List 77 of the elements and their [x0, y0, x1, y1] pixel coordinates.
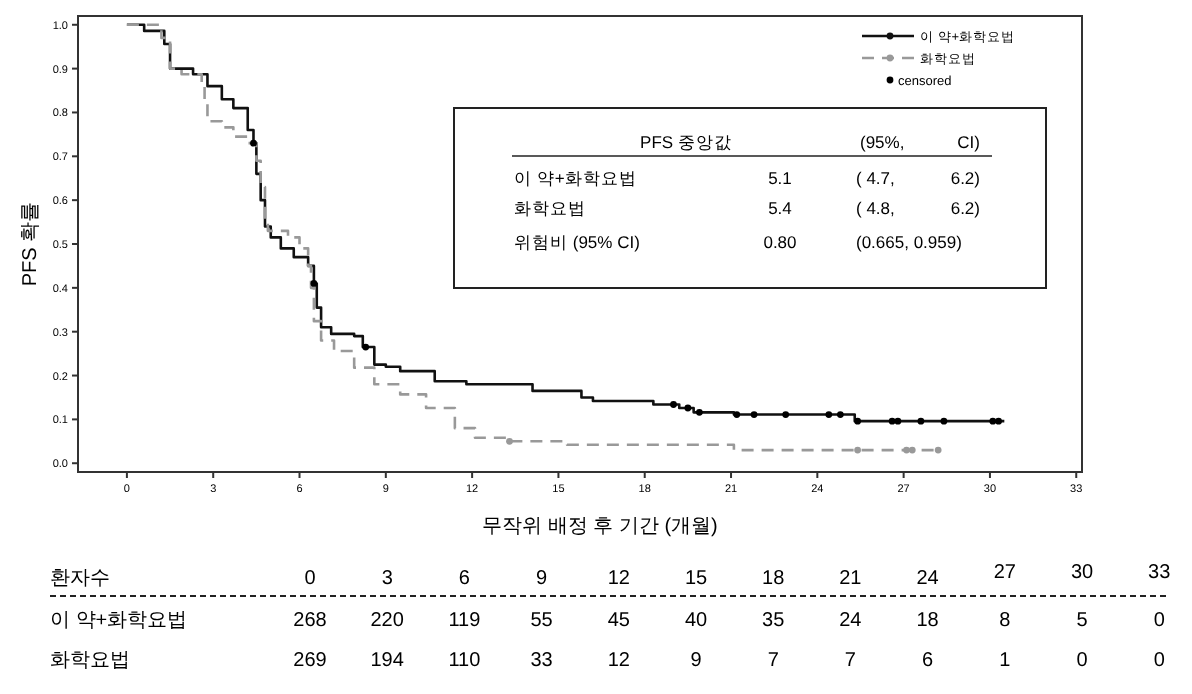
point: [670, 401, 677, 408]
annotation: CI): [957, 132, 981, 152]
text: 1: [999, 650, 1012, 672]
text: 21: [839, 568, 863, 590]
text: 194: [370, 650, 405, 672]
text: 35: [762, 610, 786, 632]
text: 24: [839, 610, 863, 632]
point: [854, 446, 862, 454]
text: 6: [922, 650, 935, 672]
point: [684, 404, 692, 412]
annotation: (0.665, 0.959): [856, 232, 963, 252]
text: 268: [293, 610, 328, 632]
point: [362, 343, 370, 351]
text: 0: [1076, 650, 1089, 672]
text: 110: [448, 650, 482, 672]
annotation: (95%,: [860, 132, 905, 152]
text: 5: [1076, 610, 1089, 632]
annotation: 이 약+화학요법: [514, 168, 637, 188]
annotation: 5.1: [768, 168, 793, 188]
point: [782, 411, 790, 418]
text: 0: [1153, 610, 1166, 632]
point: [917, 417, 925, 425]
point: [908, 446, 916, 454]
text: 18: [916, 610, 940, 632]
text: 33: [530, 650, 554, 672]
text: 119: [448, 610, 482, 632]
point: [934, 446, 942, 454]
text: 7: [767, 650, 780, 672]
annotation: 화학요법: [514, 198, 586, 218]
text: 18: [762, 568, 786, 590]
annotation: 위험비 (95% CI): [514, 232, 641, 252]
annotation: 6.2): [950, 198, 981, 218]
point: [894, 417, 902, 425]
point: [733, 411, 741, 418]
point: [888, 417, 896, 425]
text: 7: [844, 650, 857, 672]
text: 33: [1148, 562, 1172, 584]
text: 24: [916, 568, 940, 590]
text: 화학요법: [50, 650, 130, 672]
annotation: ( 4.7,: [856, 168, 895, 188]
point: [750, 411, 758, 418]
point: [854, 417, 862, 425]
point: [940, 417, 948, 425]
text: 269: [293, 650, 328, 672]
annotation: 6.2): [950, 168, 981, 188]
point: [506, 437, 513, 445]
text: 8: [999, 610, 1012, 632]
text: 3: [381, 568, 394, 590]
point: [695, 408, 703, 416]
text: 0: [1153, 650, 1166, 672]
point: [903, 446, 910, 454]
annotation: 0.80: [763, 232, 798, 252]
text: 9: [690, 650, 703, 672]
point: [250, 139, 257, 147]
point: [995, 417, 1002, 425]
annotation: PFS 중앙값: [640, 132, 732, 152]
text: 15: [684, 568, 708, 590]
text: 55: [530, 610, 554, 632]
point: [310, 280, 318, 287]
text: 0: [304, 568, 317, 590]
text: 27: [993, 562, 1017, 584]
text: 이 약+화학요법: [50, 610, 188, 632]
annotation: ( 4.8,: [856, 198, 895, 218]
point: [836, 411, 844, 418]
y-axis-title: PFS 확률: [20, 201, 42, 287]
text: 9: [536, 568, 549, 590]
text: 12: [607, 650, 631, 672]
text: 환자수: [50, 568, 110, 590]
text: 6: [458, 568, 471, 590]
text: 220: [370, 610, 405, 632]
text: 30: [1070, 562, 1094, 584]
x-axis-title: 무작위 배정 후 기간 (개월): [482, 516, 718, 538]
text: 45: [607, 610, 631, 632]
text: 40: [684, 610, 708, 632]
point: [825, 411, 833, 418]
text: 12: [607, 568, 631, 590]
annotation: 5.4: [768, 198, 793, 218]
